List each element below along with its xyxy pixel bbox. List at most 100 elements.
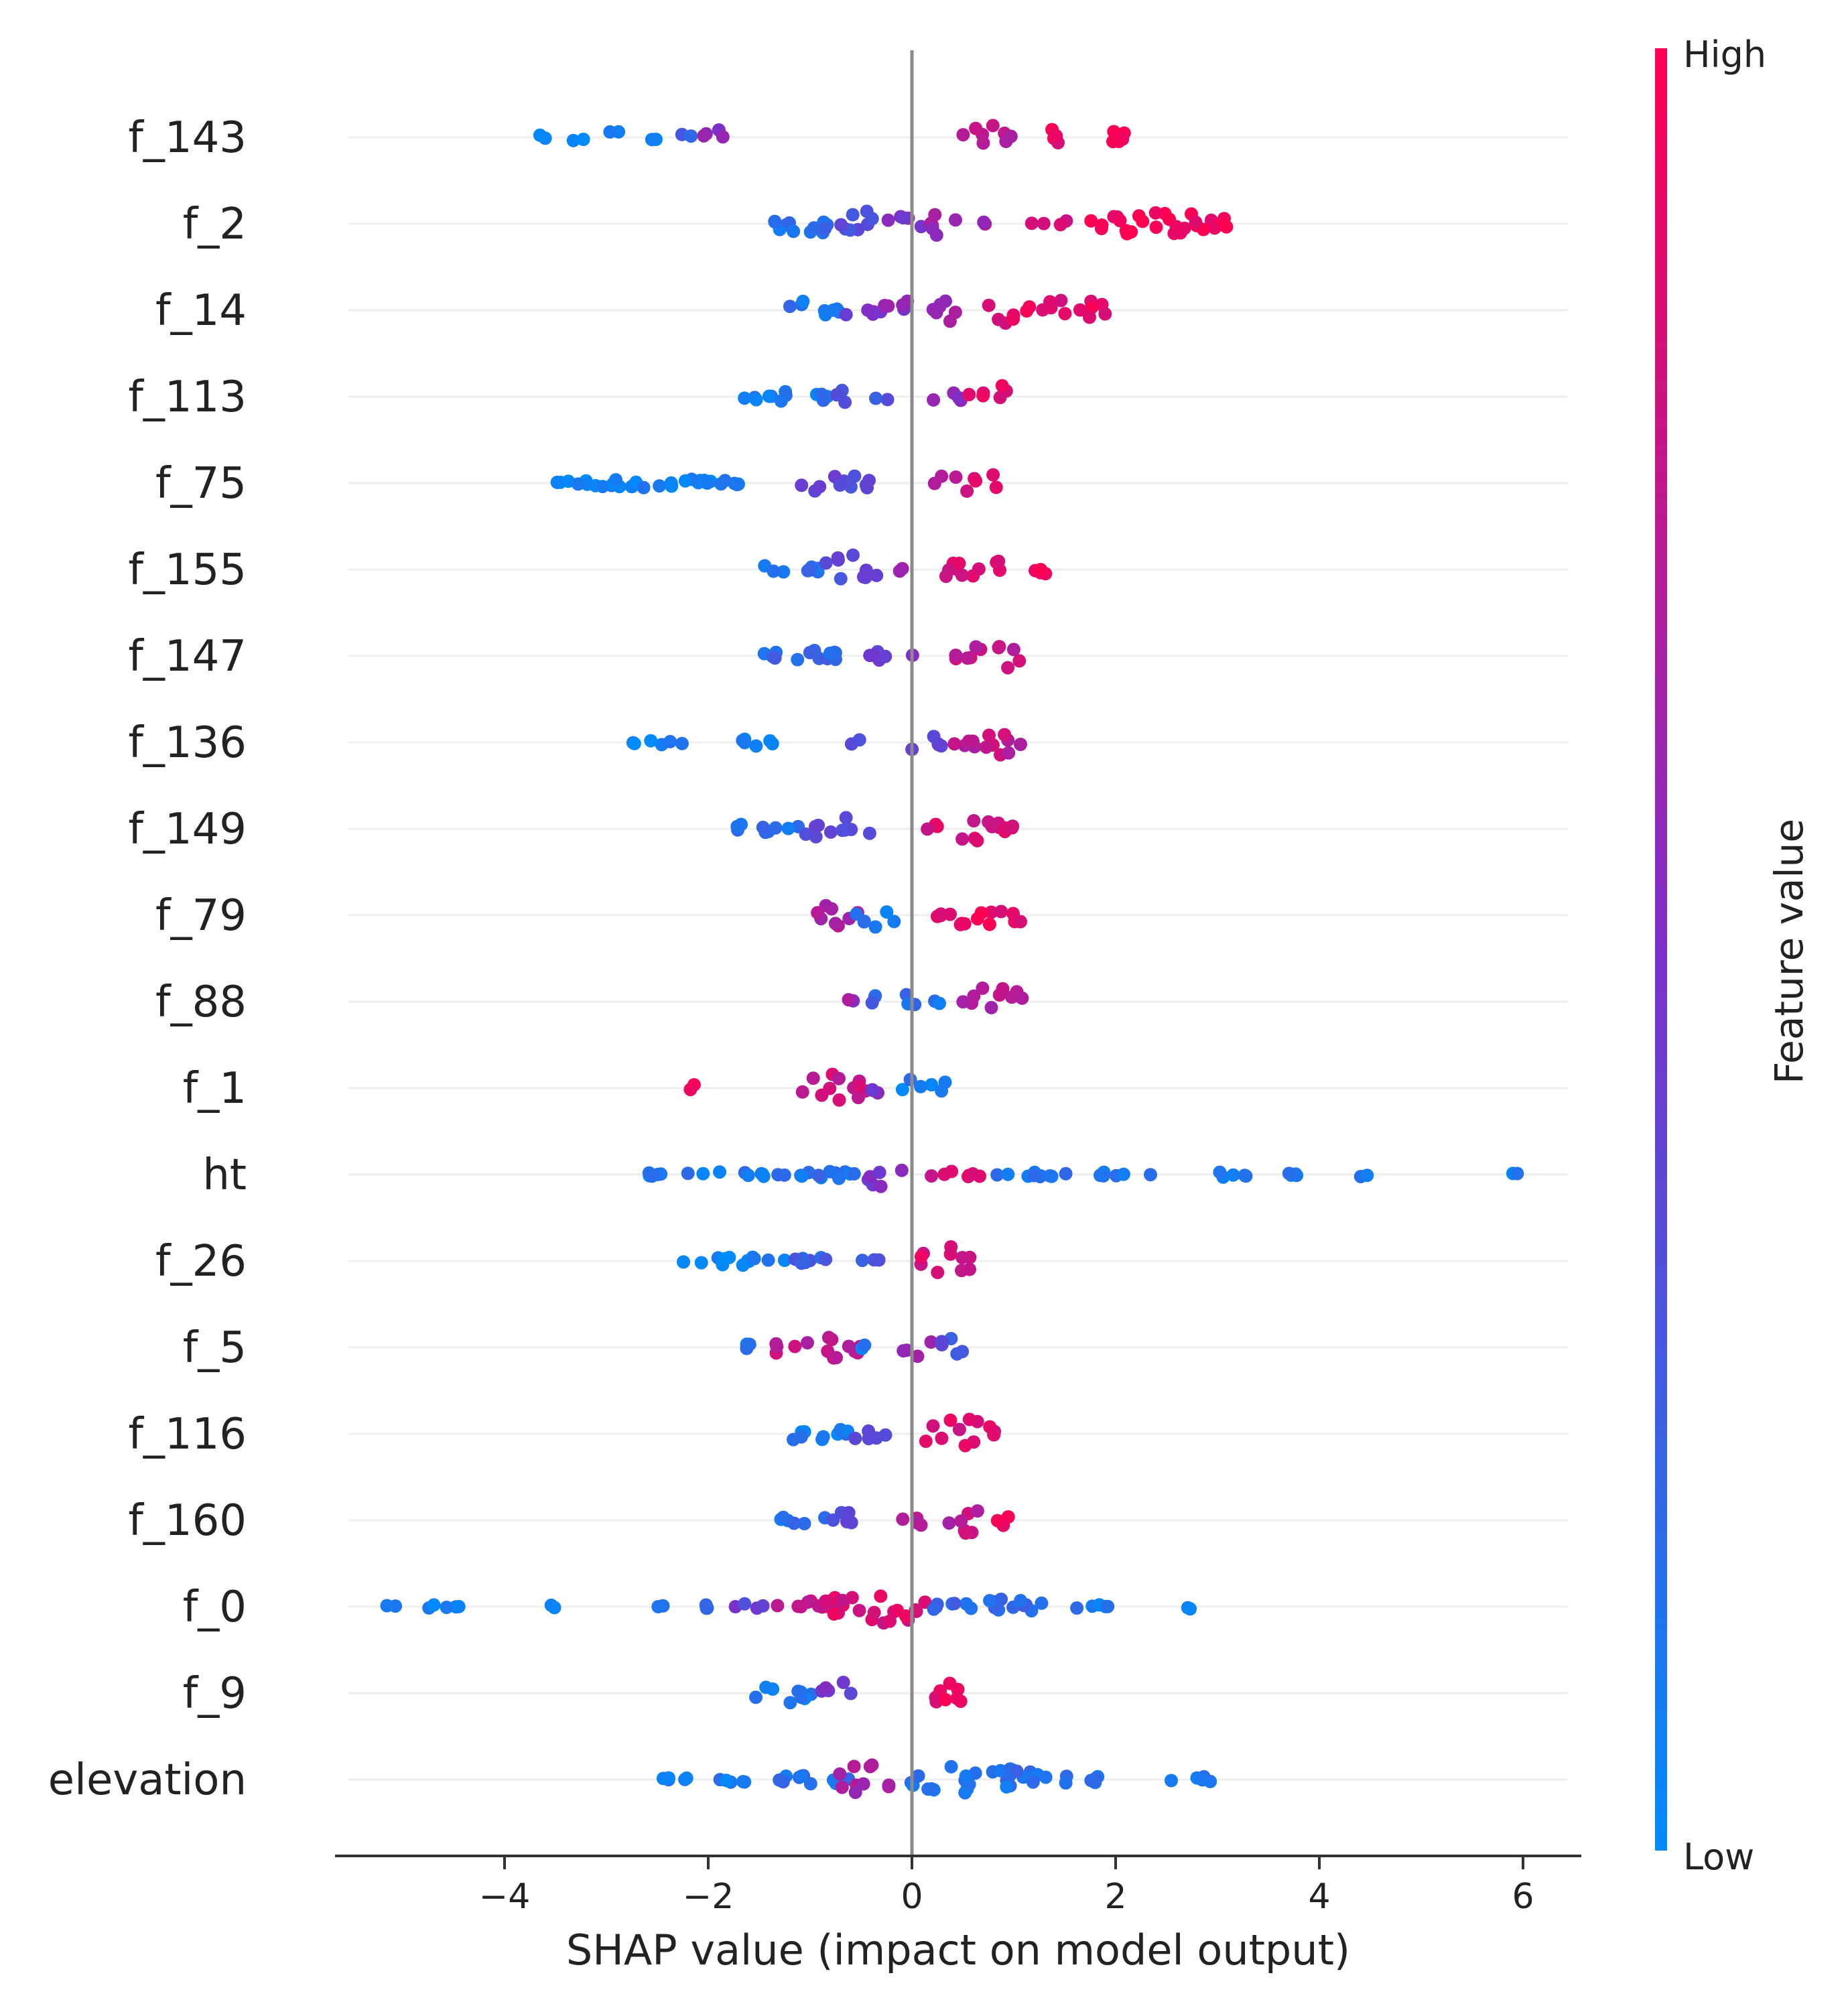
shap-point xyxy=(1001,661,1015,675)
shap-point xyxy=(955,1251,970,1264)
feature-row-f_5 xyxy=(740,1331,970,1365)
shap-point xyxy=(1073,303,1087,317)
feature-label-f_143: f_143 xyxy=(128,113,247,163)
shap-point xyxy=(976,389,990,403)
shap-point xyxy=(681,1166,695,1181)
shap-point xyxy=(890,1603,905,1617)
shap-point xyxy=(645,1169,659,1183)
feature-label-f_88: f_88 xyxy=(155,978,247,1027)
shap-point xyxy=(896,1512,910,1526)
shap-point xyxy=(1165,1774,1178,1788)
shap-point xyxy=(828,917,842,931)
shap-point xyxy=(949,213,962,227)
shap-point xyxy=(452,1599,466,1613)
feature-row-f_26 xyxy=(677,1240,977,1280)
shap-point xyxy=(887,915,901,929)
shap-point xyxy=(880,905,894,919)
shap-point xyxy=(967,814,981,827)
shap-point xyxy=(874,1179,888,1193)
shap-point xyxy=(998,728,1012,742)
shap-point xyxy=(1094,1168,1107,1183)
shap-point xyxy=(679,1771,694,1785)
shap-point xyxy=(791,653,805,667)
shap-point xyxy=(819,556,833,570)
shap-point xyxy=(867,1253,881,1267)
shap-point xyxy=(1219,220,1234,234)
shap-point xyxy=(637,480,651,494)
feature-label-ht: ht xyxy=(202,1150,247,1200)
x-tick-label: 2 xyxy=(1104,1877,1126,1917)
shap-point xyxy=(955,832,970,846)
shap-point xyxy=(801,1336,814,1350)
shap-point xyxy=(848,1431,862,1445)
shap-point xyxy=(951,391,966,405)
feature-label-f_79: f_79 xyxy=(155,891,247,941)
shap-point xyxy=(1020,304,1034,318)
shap-point xyxy=(935,1431,949,1445)
shap-point xyxy=(1189,215,1203,229)
shap-point xyxy=(852,1603,866,1617)
shap-point xyxy=(738,391,752,405)
shap-point xyxy=(911,1769,925,1783)
shap-point xyxy=(844,1686,858,1700)
shap-point xyxy=(870,1431,883,1445)
shap-point xyxy=(952,1422,966,1436)
x-tick-label: 6 xyxy=(1512,1877,1534,1917)
shap-point xyxy=(713,1165,726,1179)
shap-point xyxy=(1049,129,1063,143)
shap-point xyxy=(777,1510,790,1524)
shap-point xyxy=(942,1516,956,1530)
shap-point xyxy=(722,1250,736,1264)
feature-label-f_1: f_1 xyxy=(183,1064,247,1114)
shap-point xyxy=(801,563,815,578)
shap-point xyxy=(683,1083,698,1097)
shap-point xyxy=(1113,214,1127,228)
shap-point xyxy=(935,1335,949,1349)
shap-point xyxy=(742,1337,756,1351)
shap-point xyxy=(1058,307,1072,321)
shap-point xyxy=(895,1163,909,1177)
colorbar-title: Feature value xyxy=(1766,819,1812,1084)
shap-point xyxy=(1006,312,1020,326)
shap-point xyxy=(848,1786,862,1800)
feature-label-f_155: f_155 xyxy=(128,545,247,595)
shap-point xyxy=(992,554,1006,568)
shap-point xyxy=(935,469,949,483)
colorbar-high-label: High xyxy=(1683,34,1766,76)
row-gridlines xyxy=(348,136,1568,1781)
shap-point xyxy=(547,1601,562,1615)
shap-point xyxy=(919,1434,933,1449)
shap-point xyxy=(566,133,580,147)
shap-point xyxy=(747,1252,761,1266)
shap-point xyxy=(389,1599,403,1613)
shap-point xyxy=(983,1594,997,1607)
shap-point xyxy=(694,1256,708,1270)
shap-point xyxy=(768,214,782,228)
shap-point xyxy=(933,996,946,1010)
shap-point xyxy=(925,222,939,236)
shap-point xyxy=(736,1258,750,1272)
shap-point xyxy=(796,294,810,308)
feature-label-f_113: f_113 xyxy=(128,373,247,422)
feature-label-f_136: f_136 xyxy=(128,718,247,768)
shap-point xyxy=(955,1345,970,1359)
shap-point xyxy=(963,1262,976,1276)
shap-point xyxy=(1360,1168,1374,1183)
shap-point xyxy=(1132,209,1146,223)
x-tick-label: 0 xyxy=(901,1877,923,1917)
shap-point xyxy=(716,130,730,144)
shap-point xyxy=(1026,1775,1040,1789)
shap-point xyxy=(768,651,782,665)
shap-point xyxy=(870,568,884,582)
shap-point xyxy=(869,391,883,405)
feature-label-f_9: f_9 xyxy=(183,1669,247,1719)
shap-point xyxy=(771,1599,785,1613)
shap-point xyxy=(1014,1594,1028,1607)
shap-point xyxy=(994,905,1008,919)
shap-point xyxy=(769,821,783,835)
shap-point xyxy=(914,1518,928,1532)
shap-point xyxy=(960,1597,974,1611)
shap-point xyxy=(819,1681,833,1695)
shap-point xyxy=(813,480,827,494)
shap-point xyxy=(808,819,822,833)
